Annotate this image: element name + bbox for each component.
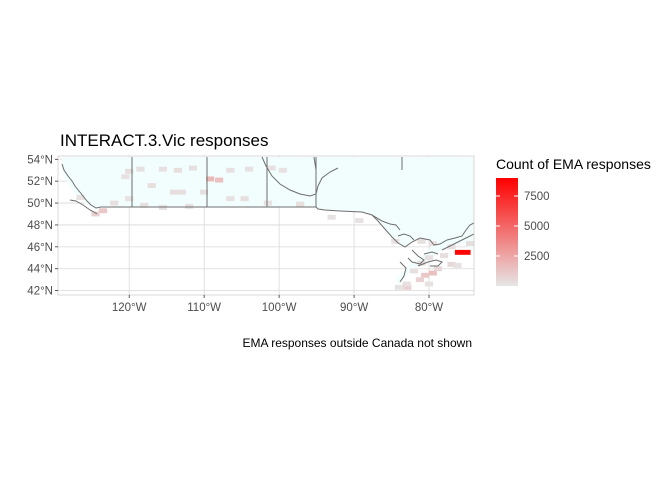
heat-cell bbox=[240, 196, 249, 202]
y-tick-label: 48°N bbox=[27, 220, 53, 232]
heat-cell bbox=[177, 189, 186, 195]
x-tick-label: 110°W bbox=[187, 302, 221, 314]
x-tick-label: 120°W bbox=[112, 302, 147, 314]
legend-title: Count of EMA responses bbox=[496, 156, 651, 172]
heat-cell bbox=[355, 218, 364, 223]
x-axis: 120°W 110°W 100°W 90°W 80°W bbox=[112, 295, 443, 314]
heat-cell bbox=[433, 266, 443, 272]
heat-cell bbox=[296, 201, 305, 207]
heat-cell bbox=[158, 166, 167, 172]
heat-cell bbox=[98, 208, 108, 214]
heat-cell bbox=[447, 244, 456, 250]
heat-cell bbox=[140, 202, 149, 208]
heat-cell bbox=[206, 176, 215, 182]
heat-cell bbox=[173, 167, 182, 173]
heat-cell bbox=[136, 166, 145, 172]
heat-cell bbox=[110, 200, 119, 206]
west-coast bbox=[61, 163, 102, 215]
panel-border bbox=[57, 155, 475, 296]
legend-tick-label: 5000 bbox=[524, 221, 550, 233]
heat-cell bbox=[454, 249, 464, 255]
legend-tick-label: 2500 bbox=[524, 251, 550, 263]
heat-cell bbox=[415, 277, 425, 283]
heat-cell bbox=[147, 183, 156, 188]
legend-ticks: 7500 5000 2500 bbox=[496, 191, 550, 263]
heat-cell bbox=[215, 177, 224, 183]
heat-cell bbox=[226, 167, 235, 173]
heat-cell bbox=[453, 263, 462, 268]
heat-cell bbox=[245, 166, 254, 172]
heat-cell bbox=[409, 268, 419, 274]
heat-cell bbox=[417, 238, 426, 244]
legend-tick-label: 7500 bbox=[524, 191, 550, 203]
y-tick-label: 54°N bbox=[27, 154, 53, 166]
map-borders bbox=[61, 156, 474, 283]
legend: Count of EMA responses 7500 5000 2500 bbox=[496, 156, 651, 286]
heat-cell bbox=[447, 261, 456, 267]
heat-cell bbox=[327, 214, 336, 220]
heat-cell bbox=[428, 270, 437, 276]
x-tick-label: 90°W bbox=[340, 302, 368, 314]
map-title: INTERACT.3.Vic responses bbox=[60, 131, 268, 150]
map-panel bbox=[57, 155, 475, 296]
y-tick-label: 42°N bbox=[27, 286, 53, 298]
heat-cell bbox=[121, 174, 130, 180]
heat-cell bbox=[402, 281, 411, 287]
heat-cell bbox=[439, 253, 449, 258]
x-tick-label: 80°W bbox=[415, 302, 443, 314]
heat-cell bbox=[424, 281, 434, 287]
legend-colorbar bbox=[496, 178, 518, 286]
canada-land bbox=[62, 157, 474, 285]
heat-cell bbox=[424, 255, 434, 261]
heat-cell bbox=[91, 211, 100, 217]
heat-cell bbox=[76, 195, 85, 200]
x-tick-label: 100°W bbox=[262, 302, 297, 314]
caption: EMA responses outside Canada not shown bbox=[243, 336, 472, 350]
heat-cell bbox=[263, 200, 272, 206]
heat-cell bbox=[417, 260, 426, 266]
heat-cell bbox=[125, 196, 134, 202]
y-tick-label: 44°N bbox=[27, 264, 53, 276]
y-tick-label: 50°N bbox=[27, 198, 53, 210]
heat-cell bbox=[466, 241, 474, 246]
y-tick-label: 46°N bbox=[27, 242, 53, 254]
heat-cell bbox=[278, 167, 287, 173]
heat-cell bbox=[226, 196, 235, 202]
heat-cell bbox=[170, 189, 179, 195]
heat-cell bbox=[188, 165, 197, 171]
heat-cell bbox=[462, 249, 471, 255]
heat-cell bbox=[125, 168, 134, 174]
heat-cell bbox=[394, 284, 404, 290]
heat-cell bbox=[267, 165, 276, 171]
heat-cell bbox=[391, 238, 400, 244]
great-lakes bbox=[371, 214, 443, 283]
heat-cell bbox=[421, 272, 430, 278]
y-tick-label: 52°N bbox=[27, 176, 53, 188]
st-lawrence-river bbox=[441, 233, 474, 251]
provincial-borders bbox=[131, 157, 403, 207]
heat-cell bbox=[403, 284, 412, 290]
heat-cells bbox=[76, 165, 474, 290]
y-axis: 42°N 44°N 46°N 48°N 50°N 52°N 54°N bbox=[27, 154, 58, 298]
heat-cell bbox=[200, 189, 209, 195]
us-canada-border bbox=[101, 206, 474, 248]
heat-cell bbox=[185, 203, 194, 209]
